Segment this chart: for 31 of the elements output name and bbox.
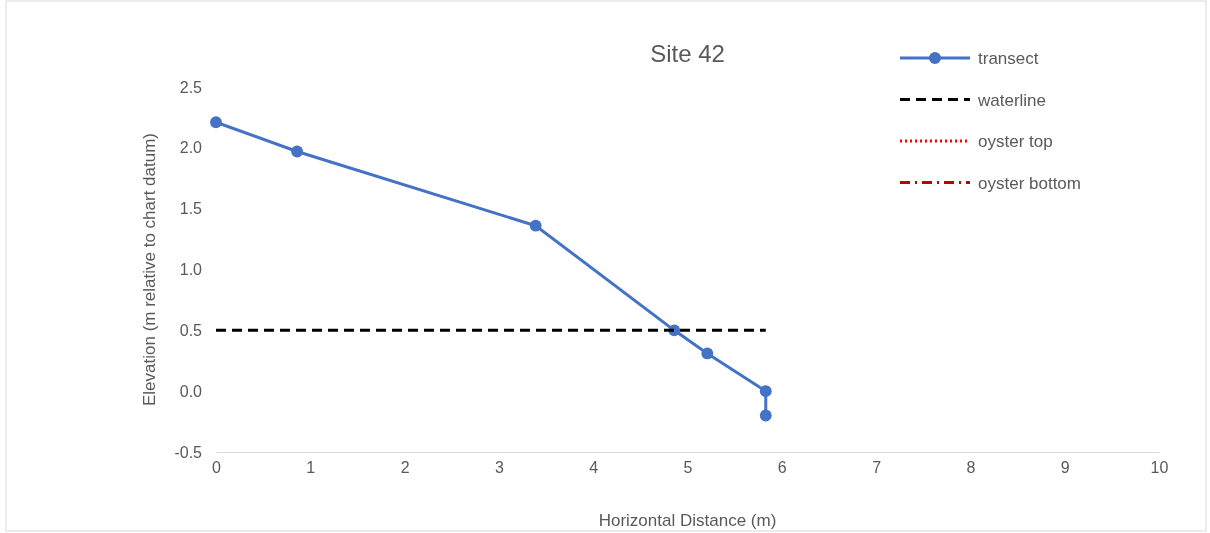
x-tick-label: 1 (306, 459, 316, 477)
point (701, 347, 714, 360)
legend-label: transect (978, 49, 1039, 68)
legend-label: oyster bottom (978, 173, 1081, 193)
x-tick-label: 7 (872, 459, 882, 477)
y-axis-title: Elevation (m relative to chart datum) (140, 132, 159, 407)
point (291, 145, 304, 158)
x-tick-label: 5 (683, 459, 693, 477)
x-tick-label: 8 (966, 459, 976, 477)
x-tick-label: 4 (589, 459, 599, 477)
chart-title: Site 42 (650, 40, 725, 67)
point (529, 219, 542, 232)
x-tick-label: 0 (212, 459, 222, 477)
y-tick-label: 2.0 (179, 139, 203, 157)
y-tick-label: -0.5 (174, 443, 203, 461)
x-tick-label: 3 (494, 459, 504, 477)
point (759, 409, 772, 422)
y-tick-label: 1.5 (179, 200, 203, 218)
x-tick-label: 9 (1060, 459, 1070, 477)
x-axis-title: Horizontal Distance (m) (598, 511, 777, 530)
legend-label: oyster top (978, 132, 1053, 151)
legend-label: waterline (977, 90, 1047, 110)
x-tick-label: 6 (777, 459, 787, 477)
y-tick-label: 0.5 (179, 321, 203, 339)
x-tick-label: 2 (400, 459, 410, 477)
y-tick-label: 0.0 (179, 382, 203, 400)
x-tick-label: 10 (1150, 459, 1169, 477)
point (210, 116, 222, 129)
y-tick-label: 2.5 (179, 78, 203, 96)
y-tick-label: 1.0 (179, 261, 203, 279)
point (759, 385, 772, 398)
